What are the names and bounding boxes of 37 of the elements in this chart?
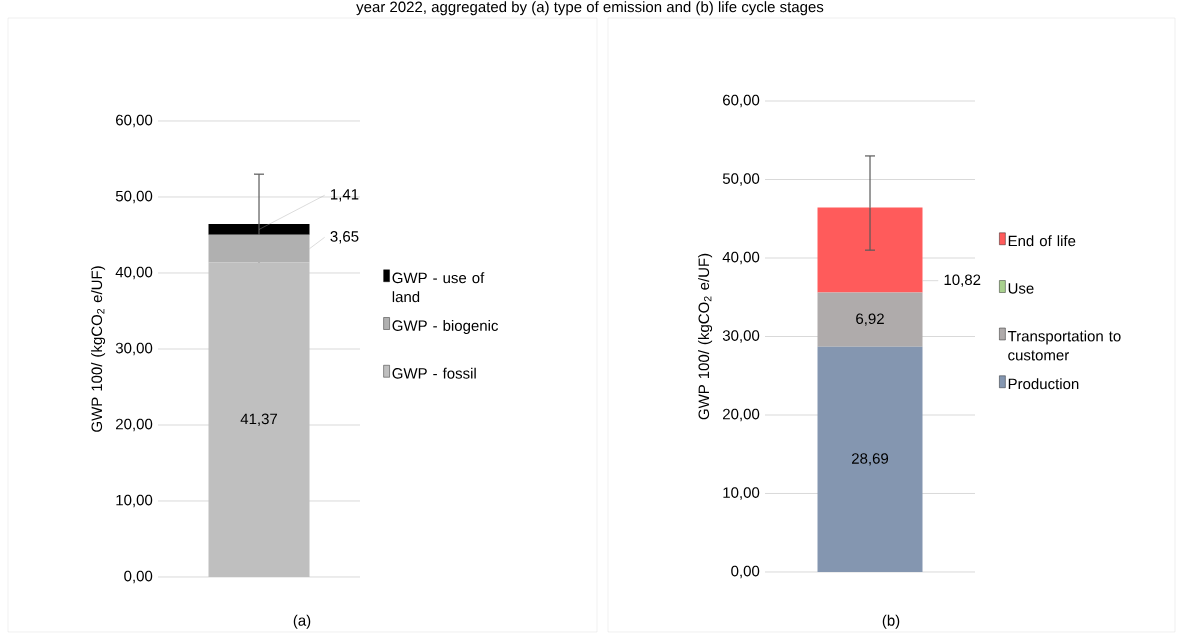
y-tick-label: 20,00 [116,418,153,432]
y-tick-label: 30,00 [722,330,760,343]
y-axis-title: GWP 100/ (kgCO$_{2}$ e/UF) [91,266,106,432]
y-axis-title: GWP 100/ (kgCO$_{2}$ e/UF) [698,253,713,420]
y-tick-label: 60,00 [723,94,760,108]
bar [817,207,923,293]
bar [817,292,923,347]
text: (a) [293,614,311,629]
y-tick-label: 60,00 [116,114,153,128]
legend-label: GWP - use of land [392,272,485,303]
bar [208,262,310,577]
y-tick-label: 10,00 [116,494,153,508]
y-tick-label: 10,00 [723,487,760,500]
data-label: 1,41 [331,189,359,202]
y-tick-label: 40,00 [115,266,153,280]
legend-label: GWP - biogenic [392,319,499,334]
y-tick-label: 50,00 [115,190,153,204]
y-tick-label: 0,00 [124,570,153,584]
bar [208,224,310,235]
text: year 2022, aggregated by (a) type of emission and (b) life cycle stages [356,1,824,16]
y-tick-label: 20,00 [723,408,760,422]
data-label: 3,65 [330,231,359,244]
y-tick-label: 0,00 [731,565,760,579]
legend-label: Production [1008,378,1079,390]
bar [817,346,923,572]
y-tick-label: 30,00 [115,342,153,356]
text: (b) [882,614,900,629]
data-label: 28,69 [851,453,889,466]
data-label: 6,92 [856,313,884,326]
y-tick-label: 50,00 [722,173,760,186]
legend-label: GWP - fossil [392,367,476,379]
data-label: 10,82 [944,274,981,287]
legend-label: Transportation to customer [1007,330,1121,361]
legend-label: Use [1008,283,1034,294]
legend-label: End of life [1008,235,1076,247]
data-label: 41,37 [240,413,278,426]
y-tick-label: 40,00 [722,251,760,265]
